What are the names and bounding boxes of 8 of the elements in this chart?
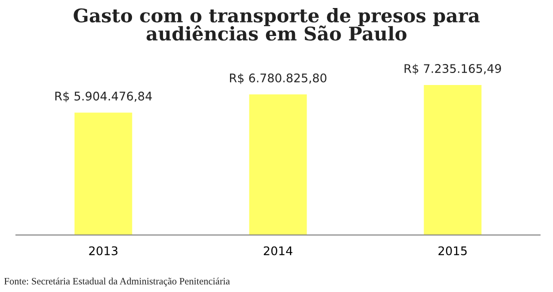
data-label: R$ 5.904.476,84 [55,91,152,102]
chart-title: Gasto com o transporte de presos para audiências em São Paulo [74,8,480,41]
data-label: R$ 6.780.825,80 [230,73,326,84]
data-label: R$ 7.235.165,49 [404,64,501,75]
x-tick-label: 2015 [438,246,467,256]
x-tick-label: 2013 [89,246,118,256]
x-tick-label: 2014 [264,246,292,256]
source-note: Fonte: Secretária Estadual da Administração Penitenciária [4,278,230,286]
